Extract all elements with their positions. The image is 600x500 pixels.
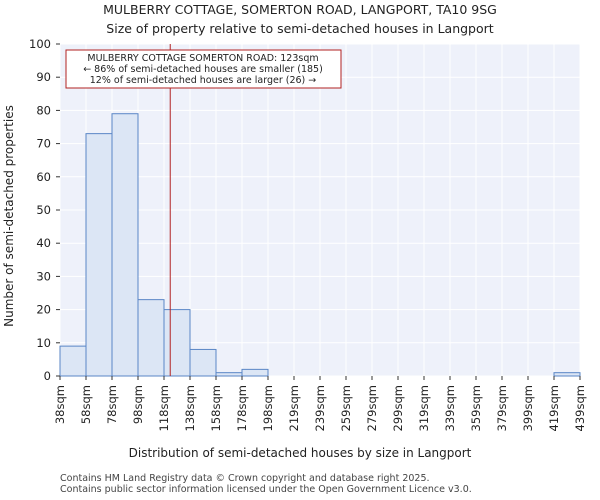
x-tick-label: 219sqm — [287, 385, 301, 431]
x-tick-label: 439sqm — [573, 385, 587, 431]
x-tick-label: 359sqm — [469, 385, 483, 431]
y-axis-ticks: 0 10 20 30 40 50 60 70 80 90 100 — [29, 37, 60, 383]
y-tick-label: 0 — [44, 369, 51, 383]
bar-158sqm — [215, 372, 243, 377]
x-tick-label: 299sqm — [391, 385, 405, 431]
x-tick-label: 138sqm — [183, 385, 197, 431]
annotation-frame — [65, 49, 342, 89]
x-tick-label: 279sqm — [365, 385, 379, 431]
x-tick-label: 339sqm — [443, 385, 457, 431]
x-tick-label: 319sqm — [417, 385, 431, 431]
annotation-box: MULBERRY COTTAGE SOMERTON ROAD: 123sqm ←… — [65, 49, 342, 89]
x-tick-label: 58sqm — [79, 385, 93, 424]
y-tick-label: 50 — [36, 203, 51, 217]
bar-178sqm — [241, 368, 269, 377]
bar-38sqm — [59, 345, 87, 377]
y-tick-label: 70 — [36, 137, 51, 151]
y-tick-label: 40 — [36, 236, 51, 250]
annotation-line-1: MULBERRY COTTAGE SOMERTON ROAD: 123sqm — [87, 53, 318, 64]
x-tick-label: 379sqm — [495, 385, 509, 431]
x-tick-label: 419sqm — [547, 385, 561, 431]
x-tick-label: 259sqm — [339, 385, 353, 431]
bar-78sqm — [111, 113, 139, 377]
x-tick-label: 399sqm — [521, 385, 535, 431]
x-tick-label: 178sqm — [235, 385, 249, 431]
bar-98sqm — [137, 299, 165, 377]
x-tick-label: 198sqm — [261, 385, 275, 431]
footer-line-1: Contains HM Land Registry data © Crown c… — [60, 473, 430, 484]
chart-subtitle: Size of property relative to semi-detach… — [106, 21, 493, 36]
x-tick-label: 158sqm — [209, 385, 223, 431]
x-tick-label: 118sqm — [157, 385, 171, 431]
x-axis-label: Distribution of semi-detached houses by … — [129, 446, 472, 460]
annotation-line-3: 12% of semi-detached houses are larger (… — [90, 75, 317, 86]
y-tick-label: 100 — [29, 37, 51, 51]
y-tick-label: 80 — [36, 103, 51, 117]
y-tick-label: 60 — [36, 170, 51, 184]
bar-118sqm — [163, 309, 191, 377]
x-tick-label: 78sqm — [105, 385, 119, 424]
annotation-line-2: ← 86% of semi-detached houses are smalle… — [83, 64, 323, 75]
bars — [59, 113, 581, 377]
footer-line-2: Contains public sector information licen… — [60, 484, 472, 495]
chart-title: MULBERRY COTTAGE, SOMERTON ROAD, LANGPOR… — [103, 2, 497, 17]
bar-419sqm — [553, 372, 581, 377]
y-axis-label: Number of semi-detached properties — [2, 105, 16, 327]
x-tick-label: 239sqm — [313, 385, 327, 431]
y-tick-label: 20 — [36, 303, 51, 317]
bar-138sqm — [189, 348, 217, 377]
x-tick-label: 38sqm — [53, 385, 67, 424]
x-axis-ticks: 38sqm 58sqm 78sqm 98sqm 118sqm 138sqm 158sqm 17… — [53, 376, 587, 431]
y-tick-label: 10 — [36, 336, 51, 350]
x-tick-label: 98sqm — [131, 385, 145, 424]
y-tick-label: 90 — [36, 70, 51, 84]
y-tick-label: 30 — [36, 269, 51, 283]
bar-58sqm — [85, 133, 113, 377]
